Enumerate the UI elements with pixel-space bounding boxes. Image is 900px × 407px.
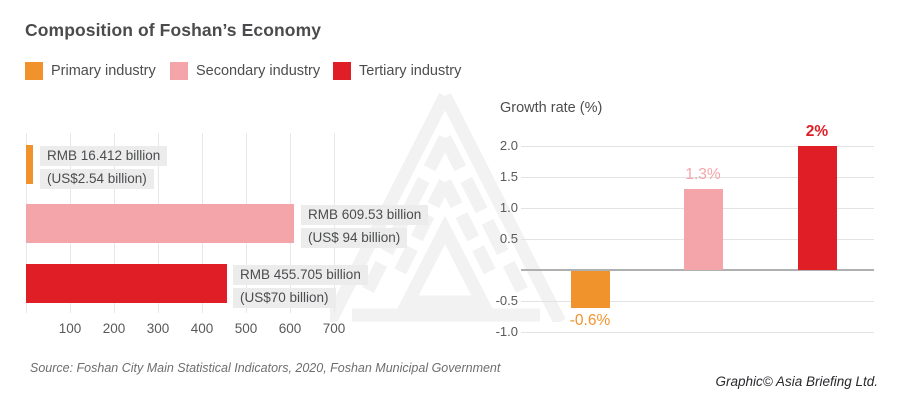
- bar-value-label: RMB 16.412 billion (US$2.54 billion): [40, 146, 168, 190]
- y-axis-tick-label: 2.0: [499, 138, 518, 153]
- x-axis-tick-label: 600: [278, 321, 302, 336]
- y-axis-tick-label: 0.5: [499, 231, 518, 246]
- bar-label-rmb: RMB 16.412 billion: [40, 146, 168, 167]
- credit-note: Graphic© Asia Briefing Ltd.: [715, 374, 878, 389]
- legend-swatch-2: [170, 62, 188, 80]
- legend-label: Primary industry: [51, 63, 156, 79]
- legend-swatch-1: [25, 62, 43, 80]
- legend-swatch-3: [333, 62, 351, 80]
- bar-label-rmb: RMB 455.705 billion: [233, 265, 368, 286]
- bar-label-usd: (US$70 billion): [233, 288, 336, 309]
- bar-label-usd: (US$2.54 billion): [40, 169, 154, 190]
- growth-value-label: 2%: [805, 123, 829, 140]
- x-axis-tick-label: 100: [58, 321, 82, 336]
- growth-bar-primary: [570, 271, 610, 308]
- legend-item: Secondary industry: [170, 62, 320, 80]
- growth-rate-chart-title: Growth rate (%): [500, 100, 603, 116]
- x-axis-tick-label: 200: [102, 321, 126, 336]
- growth-bar-tertiary: [797, 146, 837, 270]
- x-axis-tick-label: 500: [234, 321, 258, 336]
- bar-tertiary-industry: [26, 264, 227, 303]
- y-gridline: [521, 146, 874, 147]
- bar-label-usd: (US$ 94 billion): [301, 228, 408, 249]
- bar-primary-industry: [26, 145, 33, 184]
- legend-item: Tertiary industry: [333, 62, 461, 80]
- source-note: Source: Foshan City Main Statistical Ind…: [30, 361, 501, 375]
- bar-value-label: RMB 609.53 billion (US$ 94 billion): [301, 205, 429, 249]
- y-axis-tick-label: -1.0: [495, 324, 518, 339]
- growth-value-label: -0.6%: [569, 312, 611, 329]
- y-gridline: [521, 301, 874, 302]
- zero-baseline: [521, 269, 874, 271]
- y-axis-tick-label: -0.5: [495, 293, 518, 308]
- x-axis-tick-label: 700: [322, 321, 346, 336]
- page-title: Composition of Foshan’s Economy: [25, 20, 322, 40]
- legend-item: Primary industry: [25, 62, 156, 80]
- bar-label-rmb: RMB 609.53 billion: [301, 205, 429, 226]
- growth-value-label: 1.3%: [685, 166, 721, 183]
- y-gridline: [521, 177, 874, 178]
- growth-bar-secondary: [683, 189, 723, 270]
- y-axis-tick-label: 1.5: [499, 169, 518, 184]
- x-axis-tick-label: 400: [190, 321, 214, 336]
- y-axis-tick-label: 1.0: [499, 200, 518, 215]
- legend-label: Secondary industry: [196, 63, 321, 79]
- y-gridline: [521, 332, 874, 333]
- legend-label: Tertiary industry: [359, 63, 462, 79]
- bar-secondary-industry: [26, 204, 294, 243]
- x-axis-tick-label: 300: [146, 321, 170, 336]
- bar-value-label: RMB 455.705 billion (US$70 billion): [233, 265, 368, 309]
